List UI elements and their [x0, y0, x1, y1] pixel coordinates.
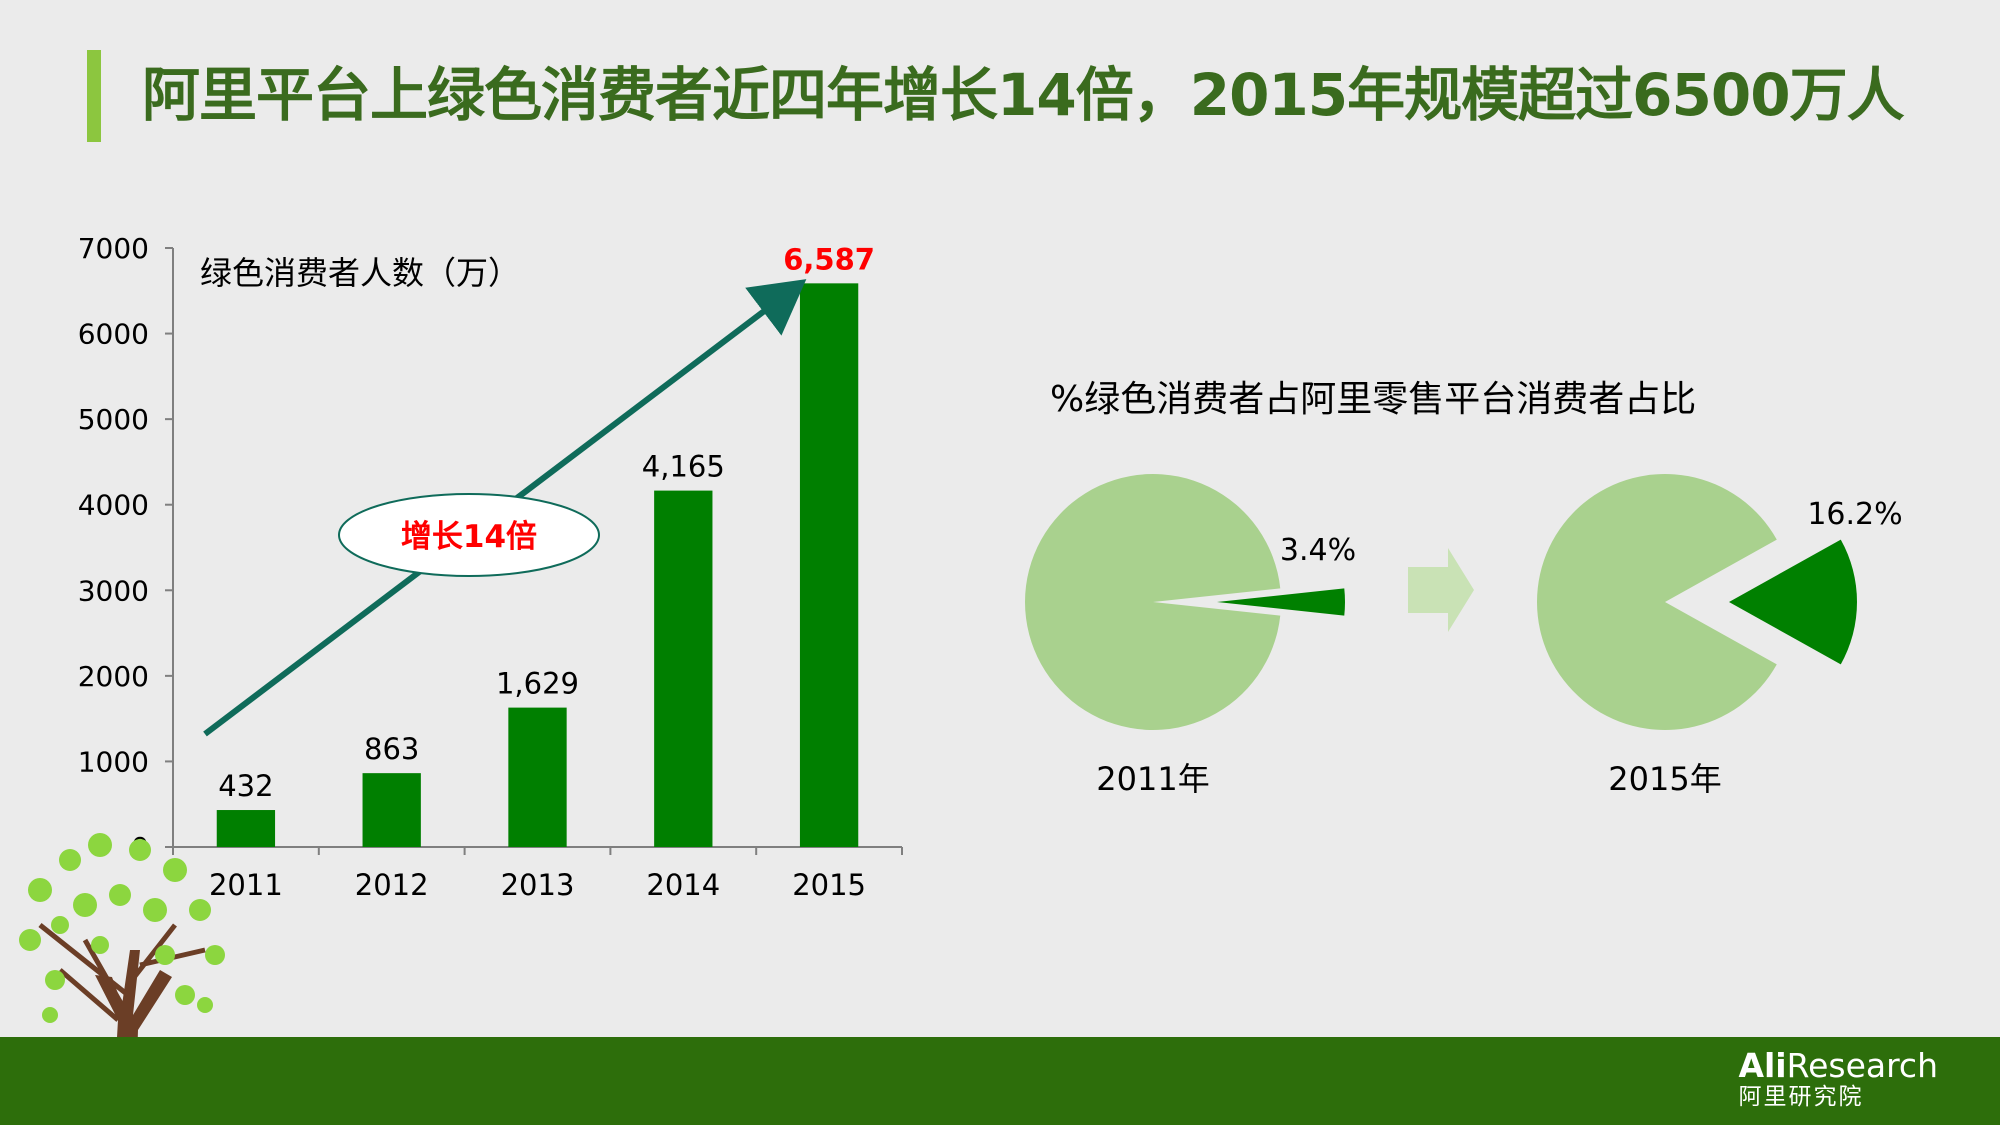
pie-rest-slice-1 [1536, 473, 1777, 731]
pie-year-label-1: 2015年 [1608, 760, 1721, 798]
pie-highlight-slice-0 [1217, 588, 1345, 616]
bar-value-label-2013: 1,629 [496, 667, 579, 701]
transition-arrow [1408, 548, 1474, 632]
pie-rest-slice-0 [1025, 474, 1281, 730]
pie-highlight-slice-1 [1729, 539, 1858, 665]
y-tick-group: 01000200030004000500060007000 [78, 232, 173, 864]
bar-value-label-2015: 6,587 [783, 242, 875, 276]
y-tick-label: 5000 [78, 403, 149, 436]
growth-annotation-bubble [338, 493, 600, 577]
x-tick-label-2011: 2011 [209, 868, 283, 902]
x-tick-label-2013: 2013 [501, 868, 575, 902]
pie-section-title: %绿色消费者占阿里零售平台消费者占比 [1050, 379, 1696, 420]
x-tick-group [172, 847, 903, 855]
pie-value-label-1: 16.2% [1807, 497, 1902, 532]
pie-value-label-0: 3.4% [1280, 533, 1356, 568]
footer-band [0, 1037, 2000, 1125]
chart-canvas: 01000200030004000500060007000 4322011863… [78, 232, 1903, 902]
bar-2012 [362, 773, 421, 847]
bar-2011 [216, 810, 276, 847]
growth-annotation-label: 增长14倍 [401, 519, 537, 555]
bar-value-label-2011: 432 [218, 769, 273, 803]
brand-name-cn: 阿里研究院 [1738, 1084, 1864, 1110]
bar-group: 432 2011 863 2012 1,629 2013 4,165 2014 6,587 201… [209, 242, 875, 902]
x-tick-label-2012: 2012 [355, 868, 429, 902]
y-tick-label: 1000 [78, 745, 149, 778]
bar-2013 [508, 707, 567, 847]
pie-year-label-0: 2011年 [1096, 760, 1209, 798]
y-tick-label: 7000 [78, 232, 149, 265]
brand-name-rest: Research [1786, 1046, 1938, 1085]
bar-2014 [654, 490, 713, 847]
y-tick-label: 2000 [78, 660, 149, 693]
bar-value-label-2012: 863 [364, 732, 419, 766]
title-accent-bar [87, 50, 101, 142]
pie-group: 3.4% 2011年 16.2% 2015年 [1025, 473, 1903, 798]
y-axis-title: 绿色消费者人数（万） [200, 254, 520, 292]
x-tick-label-2015: 2015 [792, 868, 866, 902]
page-title: 阿里平台上绿色消费者近四年增长14倍，2015年规模超过6500万人 [142, 61, 1905, 129]
x-tick-label-2014: 2014 [646, 868, 720, 902]
y-tick-label: 3000 [78, 574, 149, 607]
brand-name-bold: Ali [1738, 1046, 1787, 1085]
y-tick-label: 4000 [78, 489, 149, 522]
y-tick-label: 6000 [78, 318, 149, 351]
brand-logo: AliResearch 阿里研究院 [1738, 1046, 1938, 1111]
bar-2015 [799, 283, 859, 847]
bar-value-label-2014: 4,165 [642, 450, 725, 484]
